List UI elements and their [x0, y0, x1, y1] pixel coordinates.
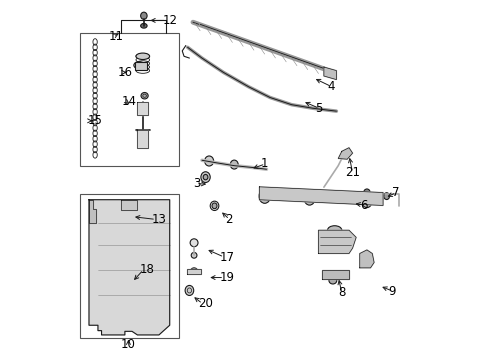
Text: 5: 5	[315, 102, 322, 115]
Ellipse shape	[191, 252, 197, 258]
Ellipse shape	[121, 205, 137, 216]
Ellipse shape	[327, 226, 342, 235]
Ellipse shape	[203, 175, 208, 180]
Ellipse shape	[136, 53, 149, 59]
Ellipse shape	[134, 62, 145, 69]
Text: 9: 9	[389, 285, 396, 298]
Text: 18: 18	[139, 263, 154, 276]
Polygon shape	[338, 148, 353, 159]
Ellipse shape	[141, 12, 147, 19]
Text: 10: 10	[121, 338, 136, 351]
Ellipse shape	[262, 193, 268, 200]
Ellipse shape	[384, 193, 390, 199]
Text: 21: 21	[345, 166, 360, 179]
Polygon shape	[137, 102, 148, 116]
Ellipse shape	[201, 172, 210, 183]
Ellipse shape	[230, 160, 238, 169]
Text: 7: 7	[392, 186, 399, 199]
Text: 17: 17	[220, 251, 235, 264]
Text: 15: 15	[88, 114, 103, 127]
Ellipse shape	[141, 93, 148, 99]
Text: 20: 20	[198, 297, 213, 310]
Ellipse shape	[329, 277, 337, 284]
Text: 12: 12	[163, 14, 177, 27]
Ellipse shape	[191, 268, 197, 274]
Polygon shape	[137, 130, 148, 148]
Text: 19: 19	[220, 271, 235, 284]
Text: 6: 6	[360, 199, 368, 212]
Text: 4: 4	[327, 80, 335, 93]
Ellipse shape	[212, 203, 217, 209]
Text: 3: 3	[193, 177, 200, 190]
Bar	[80, 194, 179, 338]
Polygon shape	[89, 200, 96, 223]
Ellipse shape	[185, 285, 194, 296]
Polygon shape	[322, 270, 349, 279]
Polygon shape	[89, 200, 170, 335]
Ellipse shape	[365, 198, 369, 204]
Polygon shape	[318, 230, 356, 253]
Text: 8: 8	[338, 287, 345, 300]
Text: 16: 16	[118, 66, 133, 79]
Polygon shape	[324, 67, 337, 80]
Text: 1: 1	[261, 157, 269, 170]
Ellipse shape	[205, 156, 214, 166]
Text: 2: 2	[225, 213, 233, 226]
Bar	[135, 62, 147, 69]
Polygon shape	[360, 250, 374, 268]
Polygon shape	[259, 187, 383, 206]
Ellipse shape	[307, 195, 312, 202]
Text: 11: 11	[109, 30, 124, 43]
Ellipse shape	[126, 311, 138, 321]
Text: 14: 14	[122, 95, 136, 108]
Ellipse shape	[362, 195, 372, 208]
Bar	[80, 33, 179, 166]
Polygon shape	[187, 269, 201, 274]
Ellipse shape	[190, 239, 198, 247]
Ellipse shape	[364, 189, 370, 196]
Text: 13: 13	[152, 213, 167, 226]
Polygon shape	[122, 200, 137, 211]
Ellipse shape	[141, 23, 147, 28]
Ellipse shape	[304, 192, 315, 205]
Ellipse shape	[259, 189, 270, 203]
